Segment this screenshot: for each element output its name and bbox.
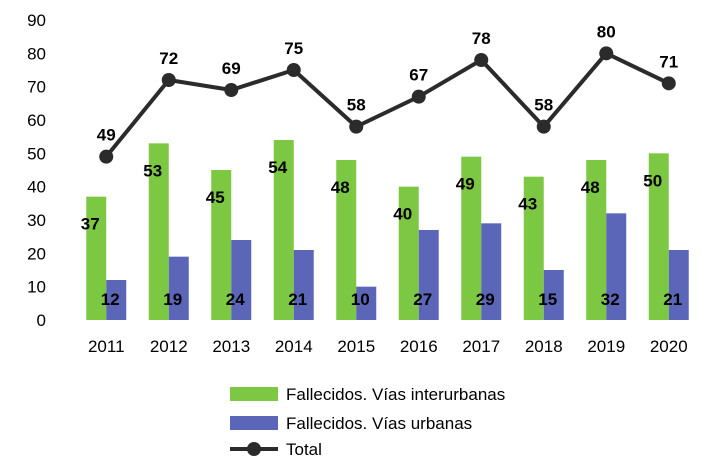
bars bbox=[86, 140, 689, 320]
data-label-urbanas: 24 bbox=[226, 290, 245, 309]
x-tick-label: 2015 bbox=[337, 337, 375, 356]
data-label-total: 58 bbox=[347, 96, 366, 115]
legend: Fallecidos. Vías interurbanas Fallecidos… bbox=[230, 385, 505, 459]
legend-label-interurbanas: Fallecidos. Vías interurbanas bbox=[286, 385, 505, 404]
bar-interurbanas bbox=[586, 160, 607, 320]
bar-urbanas bbox=[293, 250, 314, 320]
data-label-urbanas: 19 bbox=[163, 290, 182, 309]
data-label-interurbanas: 48 bbox=[331, 178, 350, 197]
total-point bbox=[286, 63, 301, 77]
y-tick-label: 70 bbox=[27, 78, 46, 97]
y-tick-label: 20 bbox=[27, 244, 46, 263]
x-tick-label: 2018 bbox=[525, 337, 563, 356]
data-label-total: 58 bbox=[534, 96, 553, 115]
legend-swatch-urbanas bbox=[230, 416, 278, 430]
bar-urbanas bbox=[481, 223, 502, 320]
data-label-total: 71 bbox=[659, 52, 678, 71]
total-point bbox=[536, 119, 551, 134]
x-tick-label: 2014 bbox=[275, 337, 313, 356]
bar-interurbanas bbox=[86, 196, 107, 320]
bar-interurbanas bbox=[336, 160, 357, 320]
x-tick-label: 2020 bbox=[650, 337, 688, 356]
x-tick-label: 2017 bbox=[462, 337, 500, 356]
bar-interurbanas bbox=[211, 170, 232, 320]
legend-label-urbanas: Fallecidos. Vías urbanas bbox=[286, 414, 472, 433]
data-label-urbanas: 29 bbox=[476, 290, 495, 309]
x-tick-label: 2016 bbox=[400, 337, 438, 356]
bar-urbanas bbox=[418, 230, 439, 320]
x-tick-label: 2013 bbox=[212, 337, 250, 356]
total-point bbox=[99, 149, 114, 164]
y-tick-label: 10 bbox=[27, 278, 46, 297]
total-line bbox=[104, 51, 670, 158]
total-point bbox=[661, 76, 676, 91]
data-label-interurbanas: 43 bbox=[518, 195, 537, 214]
data-label-interurbanas: 40 bbox=[393, 205, 412, 224]
data-label-interurbanas: 54 bbox=[268, 158, 287, 177]
total-point bbox=[224, 83, 239, 97]
x-axis: 2011 2012 2013 2014 2015 2016 2017 2018 2019 2020 bbox=[88, 337, 688, 356]
bar-urbanas bbox=[668, 250, 689, 320]
data-label-interurbanas: 37 bbox=[81, 215, 100, 234]
data-label-total: 67 bbox=[409, 66, 428, 85]
data-label-interurbanas: 50 bbox=[643, 171, 662, 190]
y-tick-label: 0 bbox=[37, 311, 46, 330]
data-label-interurbanas: 45 bbox=[206, 188, 225, 207]
y-axis: 0 10 20 30 40 50 60 70 80 90 bbox=[27, 11, 46, 330]
bar-interurbanas bbox=[461, 156, 482, 320]
bar-urbanas bbox=[106, 280, 127, 320]
x-tick-label: 2012 bbox=[150, 337, 188, 356]
data-label-total: 75 bbox=[284, 39, 303, 58]
bar-interurbanas bbox=[648, 153, 669, 320]
data-label-interurbanas: 48 bbox=[581, 178, 600, 197]
data-label-total: 78 bbox=[472, 29, 491, 48]
legend-marker-total bbox=[247, 442, 261, 456]
data-labels: 37 12 53 19 45 24 54 21 48 10 40 27 49 29 43 15 48 32 50 21… bbox=[81, 22, 682, 309]
data-label-urbanas: 27 bbox=[413, 290, 432, 309]
bar-interurbanas bbox=[398, 186, 419, 320]
y-tick-label: 90 bbox=[27, 11, 46, 30]
bar-urbanas bbox=[356, 286, 377, 320]
x-tick-label: 2019 bbox=[587, 337, 625, 356]
data-label-urbanas: 21 bbox=[663, 290, 682, 309]
total-point bbox=[161, 73, 176, 87]
data-label-urbanas: 15 bbox=[538, 290, 557, 309]
data-label-urbanas: 21 bbox=[288, 290, 307, 309]
data-label-interurbanas: 53 bbox=[143, 161, 162, 180]
data-label-total: 69 bbox=[222, 59, 241, 78]
data-label-urbanas: 10 bbox=[351, 290, 370, 309]
total-point bbox=[599, 46, 614, 61]
data-label-total: 80 bbox=[597, 22, 616, 41]
total-point bbox=[474, 53, 489, 67]
y-tick-label: 60 bbox=[27, 111, 46, 130]
data-label-urbanas: 32 bbox=[601, 290, 620, 309]
total-point bbox=[349, 119, 364, 134]
bar-urbanas bbox=[606, 213, 627, 320]
y-tick-label: 30 bbox=[27, 211, 46, 230]
data-label-urbanas: 12 bbox=[101, 290, 120, 309]
y-tick-label: 50 bbox=[27, 144, 46, 163]
total-line-layer bbox=[99, 46, 676, 164]
data-label-interurbanas: 49 bbox=[456, 175, 475, 194]
y-tick-label: 40 bbox=[27, 178, 46, 197]
y-tick-label: 80 bbox=[27, 44, 46, 63]
bar-interurbanas bbox=[523, 176, 544, 320]
bar-urbanas bbox=[543, 270, 564, 320]
data-label-total: 49 bbox=[97, 126, 116, 145]
bar-urbanas bbox=[231, 240, 252, 320]
x-tick-label: 2011 bbox=[88, 337, 125, 356]
bar-interurbanas bbox=[273, 140, 294, 320]
bar-interurbanas bbox=[148, 143, 169, 320]
legend-label-total: Total bbox=[286, 440, 322, 459]
total-point bbox=[411, 89, 426, 104]
legend-swatch-interurbanas bbox=[230, 387, 278, 401]
data-label-total: 72 bbox=[159, 49, 178, 68]
bar-urbanas bbox=[168, 256, 189, 320]
